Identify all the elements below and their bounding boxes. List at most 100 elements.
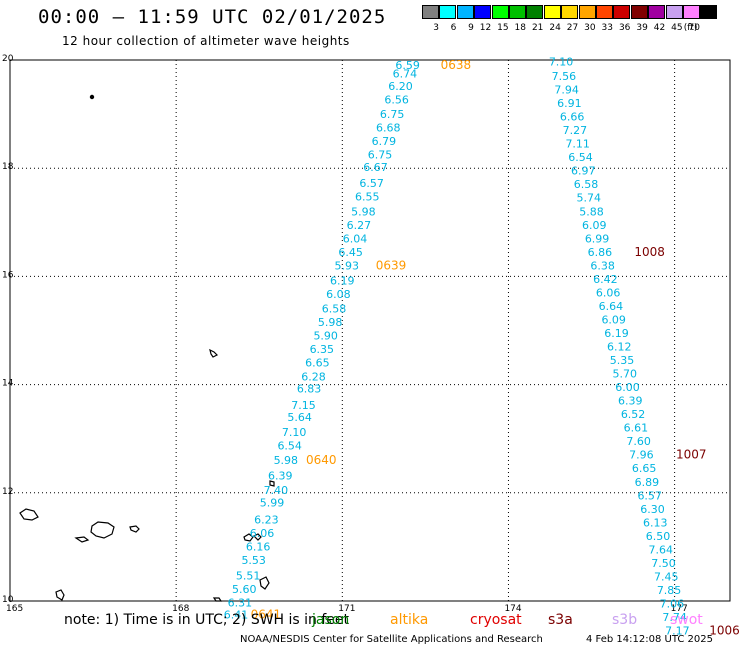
island [89, 94, 95, 100]
legend-label: 9 [468, 23, 474, 33]
swh-value: 7.10 [282, 426, 307, 439]
swh-value: 6.55 [355, 191, 380, 204]
swh-value: 7.15 [291, 399, 316, 412]
legend-label: 30 [584, 23, 596, 33]
wave-height-legend: 3 6 9 12 15 18 21 24 27 30 33 36 39 42 45 70 (ft) [422, 5, 728, 35]
track-1: 6.596.746.206.566.756.686.796.756.676.57… [224, 58, 471, 621]
island [243, 533, 254, 542]
legend-swatch [665, 5, 683, 19]
swh-value: 7.85 [657, 584, 682, 597]
map-frame [9, 59, 731, 602]
map-grid: 165 168 171 174 177 20 18 16 14 12 10 [2, 54, 731, 614]
legend-label: 70 [688, 23, 700, 33]
swh-value: 5.60 [232, 583, 257, 596]
swh-value: 6.04 [343, 232, 368, 245]
swh-value: 6.68 [376, 121, 401, 134]
legend-swatch [578, 5, 596, 19]
swh-value: 5.98 [274, 454, 299, 467]
lon-tick-label: 168 [172, 604, 189, 614]
swh-value: 6.27 [347, 219, 372, 232]
swh-value: 6.19 [330, 275, 355, 288]
swh-value: 7.11 [565, 138, 590, 151]
swh-value: 6.91 [557, 97, 582, 110]
swh-value: 7.74 [662, 611, 687, 624]
swh-value: 7.27 [563, 124, 588, 137]
swh-value: 6.00 [615, 381, 640, 394]
footer-timestamp: 4 Feb 14:12:08 UTC 2025 [586, 634, 713, 645]
legend-swatch [683, 5, 700, 19]
legend-swatch [561, 5, 579, 19]
swh-value: 5.98 [318, 316, 343, 329]
satellite-cryosat: cryosat [470, 612, 522, 628]
legend-unit: (ft) [683, 23, 698, 33]
swh-value: 6.57 [637, 489, 662, 502]
swh-value: 5.93 [334, 259, 359, 272]
island [55, 589, 65, 601]
swh-value: 6.75 [380, 108, 405, 121]
island [74, 536, 90, 543]
legend-label: 6 [450, 23, 457, 33]
swh-value: 6.39 [618, 395, 643, 408]
swh-value: 7.60 [626, 435, 651, 448]
swh-value: 6.79 [372, 135, 397, 148]
swh-value: 7.40 [264, 484, 289, 497]
swh-value: 5.53 [241, 554, 266, 567]
swh-value: 6.52 [621, 408, 646, 421]
swh-value: 5.35 [610, 354, 635, 367]
legend-label: 36 [618, 23, 631, 33]
legend-label: 33 [601, 23, 613, 33]
legend-label: 42 [653, 23, 666, 33]
satellite-jason: jason [312, 612, 350, 628]
swh-value: 6.38 [590, 259, 615, 272]
pass-time-label: 1006 [709, 624, 740, 638]
satellite-swot: swot [670, 612, 703, 628]
swh-value: 7.06 [660, 597, 685, 610]
swh-value: 6.35 [310, 343, 335, 356]
swh-value: 7.96 [629, 449, 654, 462]
swh-value: 6.54 [568, 151, 593, 164]
satellite-s3a: s3a [548, 612, 573, 628]
swh-value: 6.66 [560, 111, 585, 124]
footer-credit: NOAA/NESDIS Center for Satellite Applica… [240, 634, 543, 645]
swh-value: 6.74 [393, 67, 418, 80]
legend-swatch [630, 5, 648, 19]
island [212, 597, 223, 602]
swh-value: 6.08 [326, 288, 351, 301]
swh-value: 6.31 [228, 596, 253, 609]
legend-label: 39 [636, 23, 648, 33]
lon-tick-label: 171 [338, 604, 355, 614]
swh-value: 7.56 [552, 70, 577, 83]
lat-tick-label: 12 [2, 487, 13, 497]
swh-value: 6.09 [601, 313, 626, 326]
swh-value: 5.98 [351, 205, 376, 218]
legend-swatch [613, 5, 631, 19]
swh-value: 6.28 [301, 370, 326, 383]
island [90, 521, 115, 539]
swh-value: 6.20 [388, 80, 413, 93]
swh-value: 6.06 [250, 527, 275, 540]
swh-value: 6.97 [571, 165, 596, 178]
legend-swatch [474, 5, 492, 19]
swh-value: 6.61 [624, 422, 649, 435]
legend-swatch [422, 5, 439, 19]
satellite-s3b: s3b [612, 612, 638, 628]
pass-time-label: 0639 [376, 258, 407, 272]
legend-swatch [596, 5, 613, 19]
swh-value: 7.50 [651, 557, 676, 570]
pass-time-label: 1007 [676, 448, 707, 462]
lat-tick-label: 16 [2, 270, 14, 280]
swh-value: 7.94 [554, 84, 579, 97]
swh-value: 6.89 [635, 476, 660, 489]
swh-value: 7.45 [654, 570, 679, 583]
swh-value: 6.39 [268, 469, 293, 482]
swh-value: 5.74 [577, 192, 602, 205]
swh-value: 6.42 [593, 273, 618, 286]
swh-value: 6.19 [604, 327, 629, 340]
lon-tick-label: 177 [671, 604, 688, 614]
swh-value: 6.67 [363, 161, 388, 174]
swh-value: 5.70 [613, 368, 638, 381]
legend-swatch [543, 5, 561, 19]
swh-value: 6.59 [395, 59, 420, 72]
page-subtitle: 12 hour collection of altimeter wave hei… [62, 34, 350, 48]
